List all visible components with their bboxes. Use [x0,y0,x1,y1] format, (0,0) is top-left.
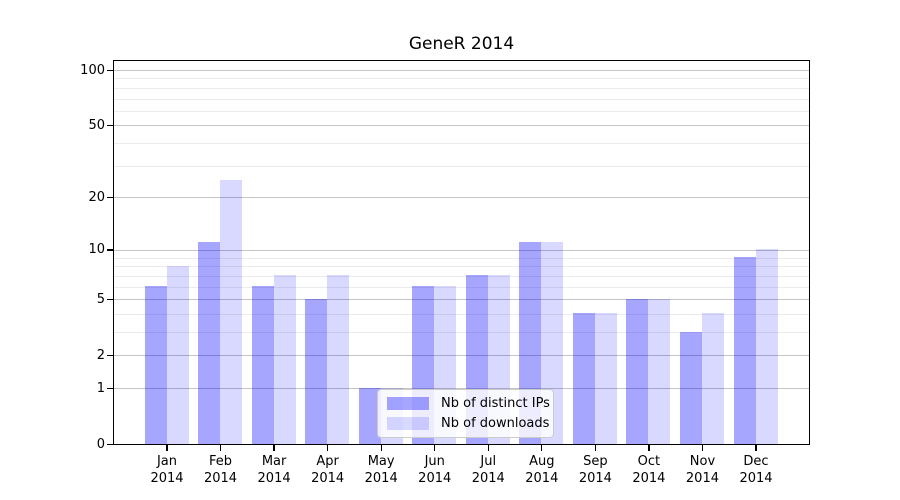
bar-oct-downloads [648,298,671,444]
chart-title: GeneR 2014 [408,34,515,54]
minor-gridline-30 [114,165,809,167]
y-tick-label-100: 100 [80,62,105,78]
y-tick-20 [107,196,113,199]
x-tick-aug [541,445,543,451]
x-tick-label-sep: Sep 2014 [578,454,612,486]
major-gridline-100 [114,70,809,72]
minor-gridline-4 [114,313,809,315]
major-gridline-50 [114,125,809,127]
legend-swatch-distinct-ips [387,397,429,410]
x-tick-apr [326,445,329,451]
bar-mar-distinct-ips [251,286,274,444]
bar-apr-distinct-ips [305,298,328,444]
x-tick-label-jan: Jan 2014 [150,454,184,486]
x-tick-oct [648,445,650,451]
plot-area [113,60,810,445]
x-tick-label-aug: Aug 2014 [525,454,559,486]
major-gridline-1 [114,388,809,390]
x-tick-label-apr: Apr 2014 [311,454,345,486]
minor-gridline-3 [114,332,809,334]
y-tick-label-50: 50 [88,117,105,133]
x-tick-label-mar: Mar 2014 [257,454,291,486]
x-tick-mar [273,445,275,451]
major-gridline-10 [114,249,809,251]
y-tick-10 [107,249,113,251]
bar-dec-distinct-ips [733,257,756,444]
x-tick-label-jun: Jun 2014 [418,454,452,486]
bar-jan-downloads [166,265,189,444]
bar-nov-distinct-ips [679,331,702,444]
bar-apr-downloads [327,275,350,444]
minor-gridline-90 [114,78,809,80]
y-tick-label-1: 1 [96,380,105,396]
y-tick-2 [107,354,113,357]
minor-gridline-6 [114,286,809,288]
legend-row-downloads: Nb of downloads [387,416,549,431]
legend-label-distinct-ips: Nb of distinct IPs [441,396,550,411]
x-tick-may [380,445,382,451]
x-tick-label-nov: Nov 2014 [685,454,719,486]
minor-gridline-40 [114,143,809,145]
minor-gridline-9 [114,257,809,259]
x-tick-label-may: May 2014 [364,454,398,486]
y-tick-label-0: 0 [96,437,105,452]
x-tick-jun [434,445,436,451]
major-gridline-2 [114,355,809,357]
y-tick-label-2: 2 [96,347,105,363]
bar-dec-downloads [755,249,778,444]
bar-oct-distinct-ips [626,298,649,444]
legend-row-ips: Nb of distinct IPs [387,396,550,411]
x-tick-sep [594,445,596,451]
bar-nov-downloads [701,313,724,444]
x-tick-label-dec: Dec 2014 [739,454,773,486]
x-tick-dec [755,445,757,451]
x-tick-label-jul: Jul 2014 [471,454,505,486]
legend-label-downloads: Nb of downloads [441,416,550,431]
minor-gridline-60 [114,110,809,112]
y-tick-50 [107,124,113,127]
major-gridline-20 [114,197,809,199]
x-tick-label-oct: Oct 2014 [632,454,666,486]
bar-feb-distinct-ips [198,242,221,444]
bar-jan-distinct-ips [144,286,167,444]
y-tick-100 [107,69,113,71]
y-tick-5 [107,298,113,300]
x-tick-label-feb: Feb 2014 [203,454,238,486]
bar-may-distinct-ips [358,387,381,444]
y-tick-label-10: 10 [88,242,105,258]
bar-feb-downloads [220,179,243,444]
minor-gridline-80 [114,87,809,89]
minor-gridline-70 [114,98,809,100]
legend: Nb of distinct IPs Nb of downloads [377,389,554,438]
y-tick-1 [107,387,113,390]
x-tick-feb [219,445,222,451]
bar-sep-downloads [594,313,617,444]
x-tick-jan [166,445,168,451]
y-tick-label-20: 20 [88,189,105,205]
y-tick-label-5: 5 [96,291,105,307]
x-tick-jul [487,445,489,451]
major-gridline-5 [114,299,809,301]
y-tick-0 [107,444,113,446]
bar-sep-distinct-ips [572,313,595,444]
legend-swatch-downloads [387,417,429,430]
x-tick-nov [701,445,704,451]
minor-gridline-7 [114,275,809,277]
bar-mar-downloads [273,275,296,444]
minor-gridline-8 [114,266,809,268]
